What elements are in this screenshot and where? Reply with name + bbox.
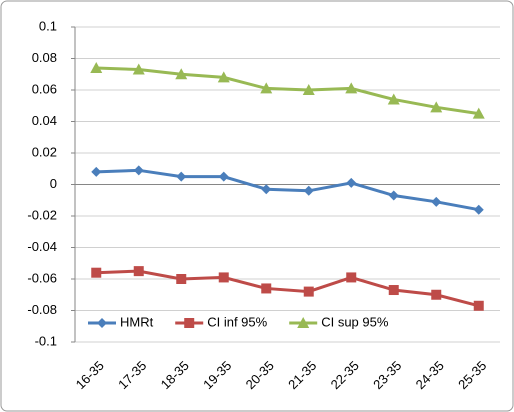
data-point <box>346 272 357 283</box>
data-point <box>345 82 358 94</box>
series-line <box>96 269 480 308</box>
data-point <box>302 84 315 95</box>
y-tick-label: -0.02 <box>27 207 57 222</box>
data-point <box>218 272 229 283</box>
y-tick-label: 0.02 <box>32 144 57 159</box>
legend-label: HMRt <box>120 314 154 329</box>
data-point <box>133 266 144 277</box>
y-tick-label: 0 <box>50 176 57 191</box>
legend-label: CI inf 95% <box>207 314 267 329</box>
data-point <box>388 285 399 296</box>
series-line <box>96 168 480 212</box>
y-tick-label: -0.06 <box>27 270 57 285</box>
legend-marker <box>184 318 195 328</box>
data-point <box>430 101 443 113</box>
data-point <box>175 68 188 80</box>
data-point <box>133 165 144 176</box>
data-point <box>176 274 187 284</box>
data-point <box>261 283 272 294</box>
data-point <box>387 93 400 105</box>
data-point <box>91 166 102 177</box>
y-tick-label: -0.1 <box>35 333 57 348</box>
y-tick-label: 0.06 <box>32 81 57 96</box>
data-point <box>91 267 102 278</box>
y-tick-label: -0.04 <box>27 239 57 254</box>
data-point <box>260 82 273 94</box>
legend: HMRt CI inf 95% CI sup 95% <box>88 314 389 329</box>
data-point <box>473 300 484 311</box>
legend-label: CI sup 95% <box>321 314 389 329</box>
data-point <box>218 171 229 182</box>
data-point <box>217 71 230 83</box>
series-line <box>96 66 479 116</box>
data-point <box>261 184 272 195</box>
data-point <box>431 289 442 300</box>
data-point <box>472 107 485 119</box>
data-point <box>473 204 484 215</box>
data-point <box>346 177 357 188</box>
data-point <box>303 286 314 297</box>
y-tick-label: -0.08 <box>27 302 57 317</box>
data-point <box>176 171 187 182</box>
y-tick-label: 0.08 <box>32 50 57 65</box>
data-point <box>90 61 103 73</box>
data-point <box>388 190 399 201</box>
y-tick-label: 0.04 <box>32 113 57 128</box>
data-point <box>132 63 145 75</box>
data-point <box>303 185 314 196</box>
legend-marker <box>97 318 107 328</box>
data-point <box>431 196 442 207</box>
y-tick-label: 0.1 <box>39 18 57 33</box>
legend-marker <box>297 317 310 328</box>
